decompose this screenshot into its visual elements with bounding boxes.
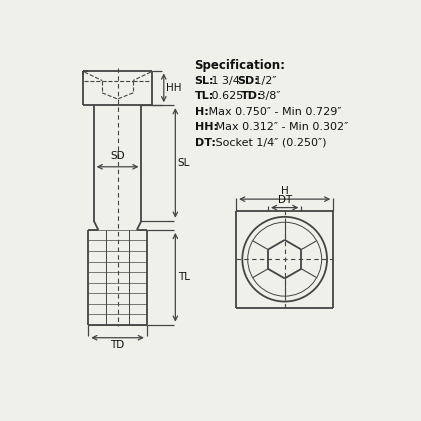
Text: Max 0.312″ - Min 0.302″: Max 0.312″ - Min 0.302″ [211, 122, 348, 132]
Text: SL: SL [178, 158, 190, 168]
Text: TD: TD [110, 340, 125, 350]
Text: TD:: TD: [241, 91, 262, 101]
Text: DT: DT [277, 195, 292, 205]
Text: HH:: HH: [195, 122, 218, 132]
Text: H:: H: [195, 107, 208, 117]
Text: Max 0.750″ - Min 0.729″: Max 0.750″ - Min 0.729″ [205, 107, 341, 117]
Text: H: H [281, 186, 288, 196]
Text: SD:: SD: [237, 76, 258, 86]
Text: 1 3/4″: 1 3/4″ [208, 76, 248, 86]
Text: DT:: DT: [195, 138, 216, 147]
Text: SD: SD [110, 152, 125, 161]
Text: 0.625″: 0.625″ [208, 91, 251, 101]
Text: Socket 1/4″ (0.250″): Socket 1/4″ (0.250″) [211, 138, 326, 147]
Text: TL: TL [178, 272, 189, 282]
Text: 3/8″: 3/8″ [255, 91, 280, 101]
Text: 1/2″: 1/2″ [251, 76, 276, 86]
Text: Specification:: Specification: [195, 59, 285, 72]
Text: HH: HH [166, 83, 181, 93]
Text: TL:: TL: [195, 91, 214, 101]
Text: SL:: SL: [195, 76, 214, 86]
